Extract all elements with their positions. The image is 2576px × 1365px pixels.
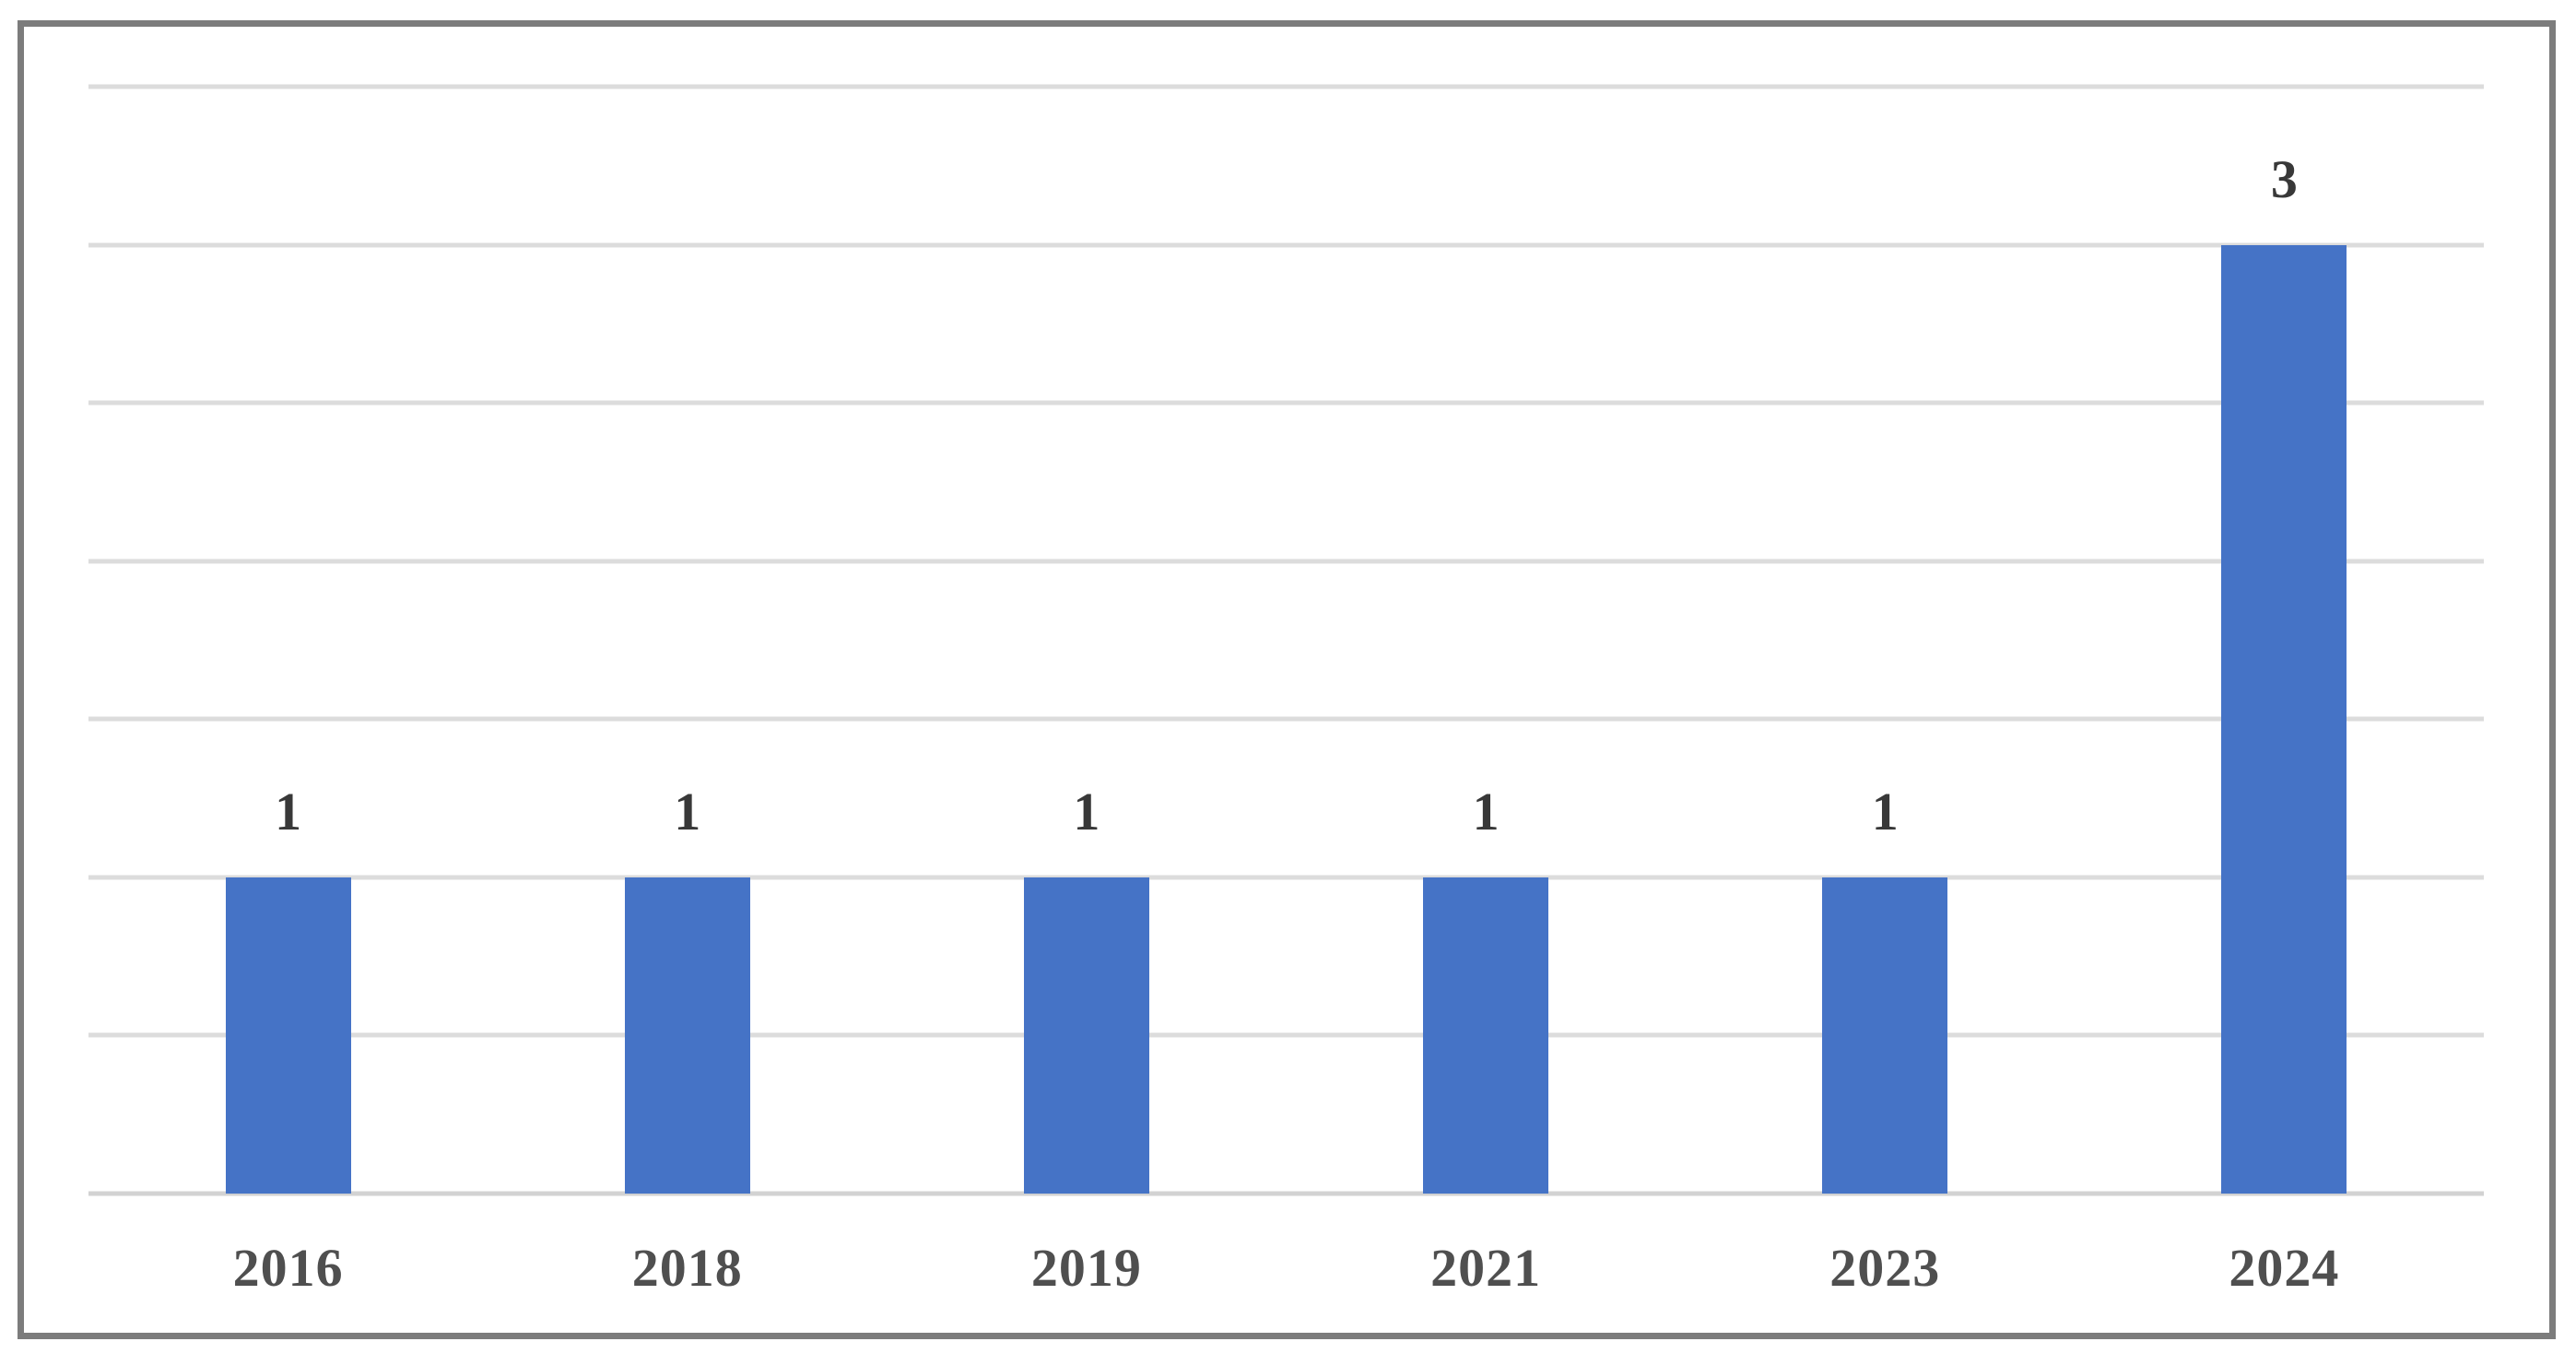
data-label-2019: 1 [1073,781,1100,841]
x-axis-label-2019: 2019 [1030,1238,1142,1298]
x-axis-label-2023: 2023 [1829,1238,1941,1298]
bar-2021[interactable] [1423,877,1549,1194]
plot-area: 1 2016 1 2018 1 2019 1 2021 1 2023 3 2024 [88,84,2484,1295]
bar-2019[interactable] [1023,877,1149,1194]
bar-2023[interactable] [1822,877,1948,1194]
data-label-2021: 1 [1472,781,1500,841]
x-axis-label-2018: 2018 [631,1238,743,1298]
gridline [88,1032,2484,1038]
gridline [88,716,2484,722]
gridline [88,242,2484,248]
gridline [88,84,2484,89]
gridline [88,875,2484,880]
x-axis-label-2021: 2021 [1430,1238,1542,1298]
data-label-2018: 1 [674,781,701,841]
gridline [88,559,2484,564]
x-axis-line [88,1191,2484,1196]
bar-2024[interactable] [2221,244,2347,1194]
x-axis-label-2024: 2024 [2229,1238,2340,1298]
data-label-2024: 3 [2270,148,2298,209]
bar-2016[interactable] [225,877,351,1194]
chart-frame[interactable]: 1 2016 1 2018 1 2019 1 2021 1 2023 3 2024 [18,20,2556,1339]
x-axis-label-2016: 2016 [232,1238,344,1298]
gridline [88,400,2484,406]
data-label-2016: 1 [275,781,302,841]
data-label-2023: 1 [1871,781,1899,841]
bar-2018[interactable] [624,877,750,1194]
